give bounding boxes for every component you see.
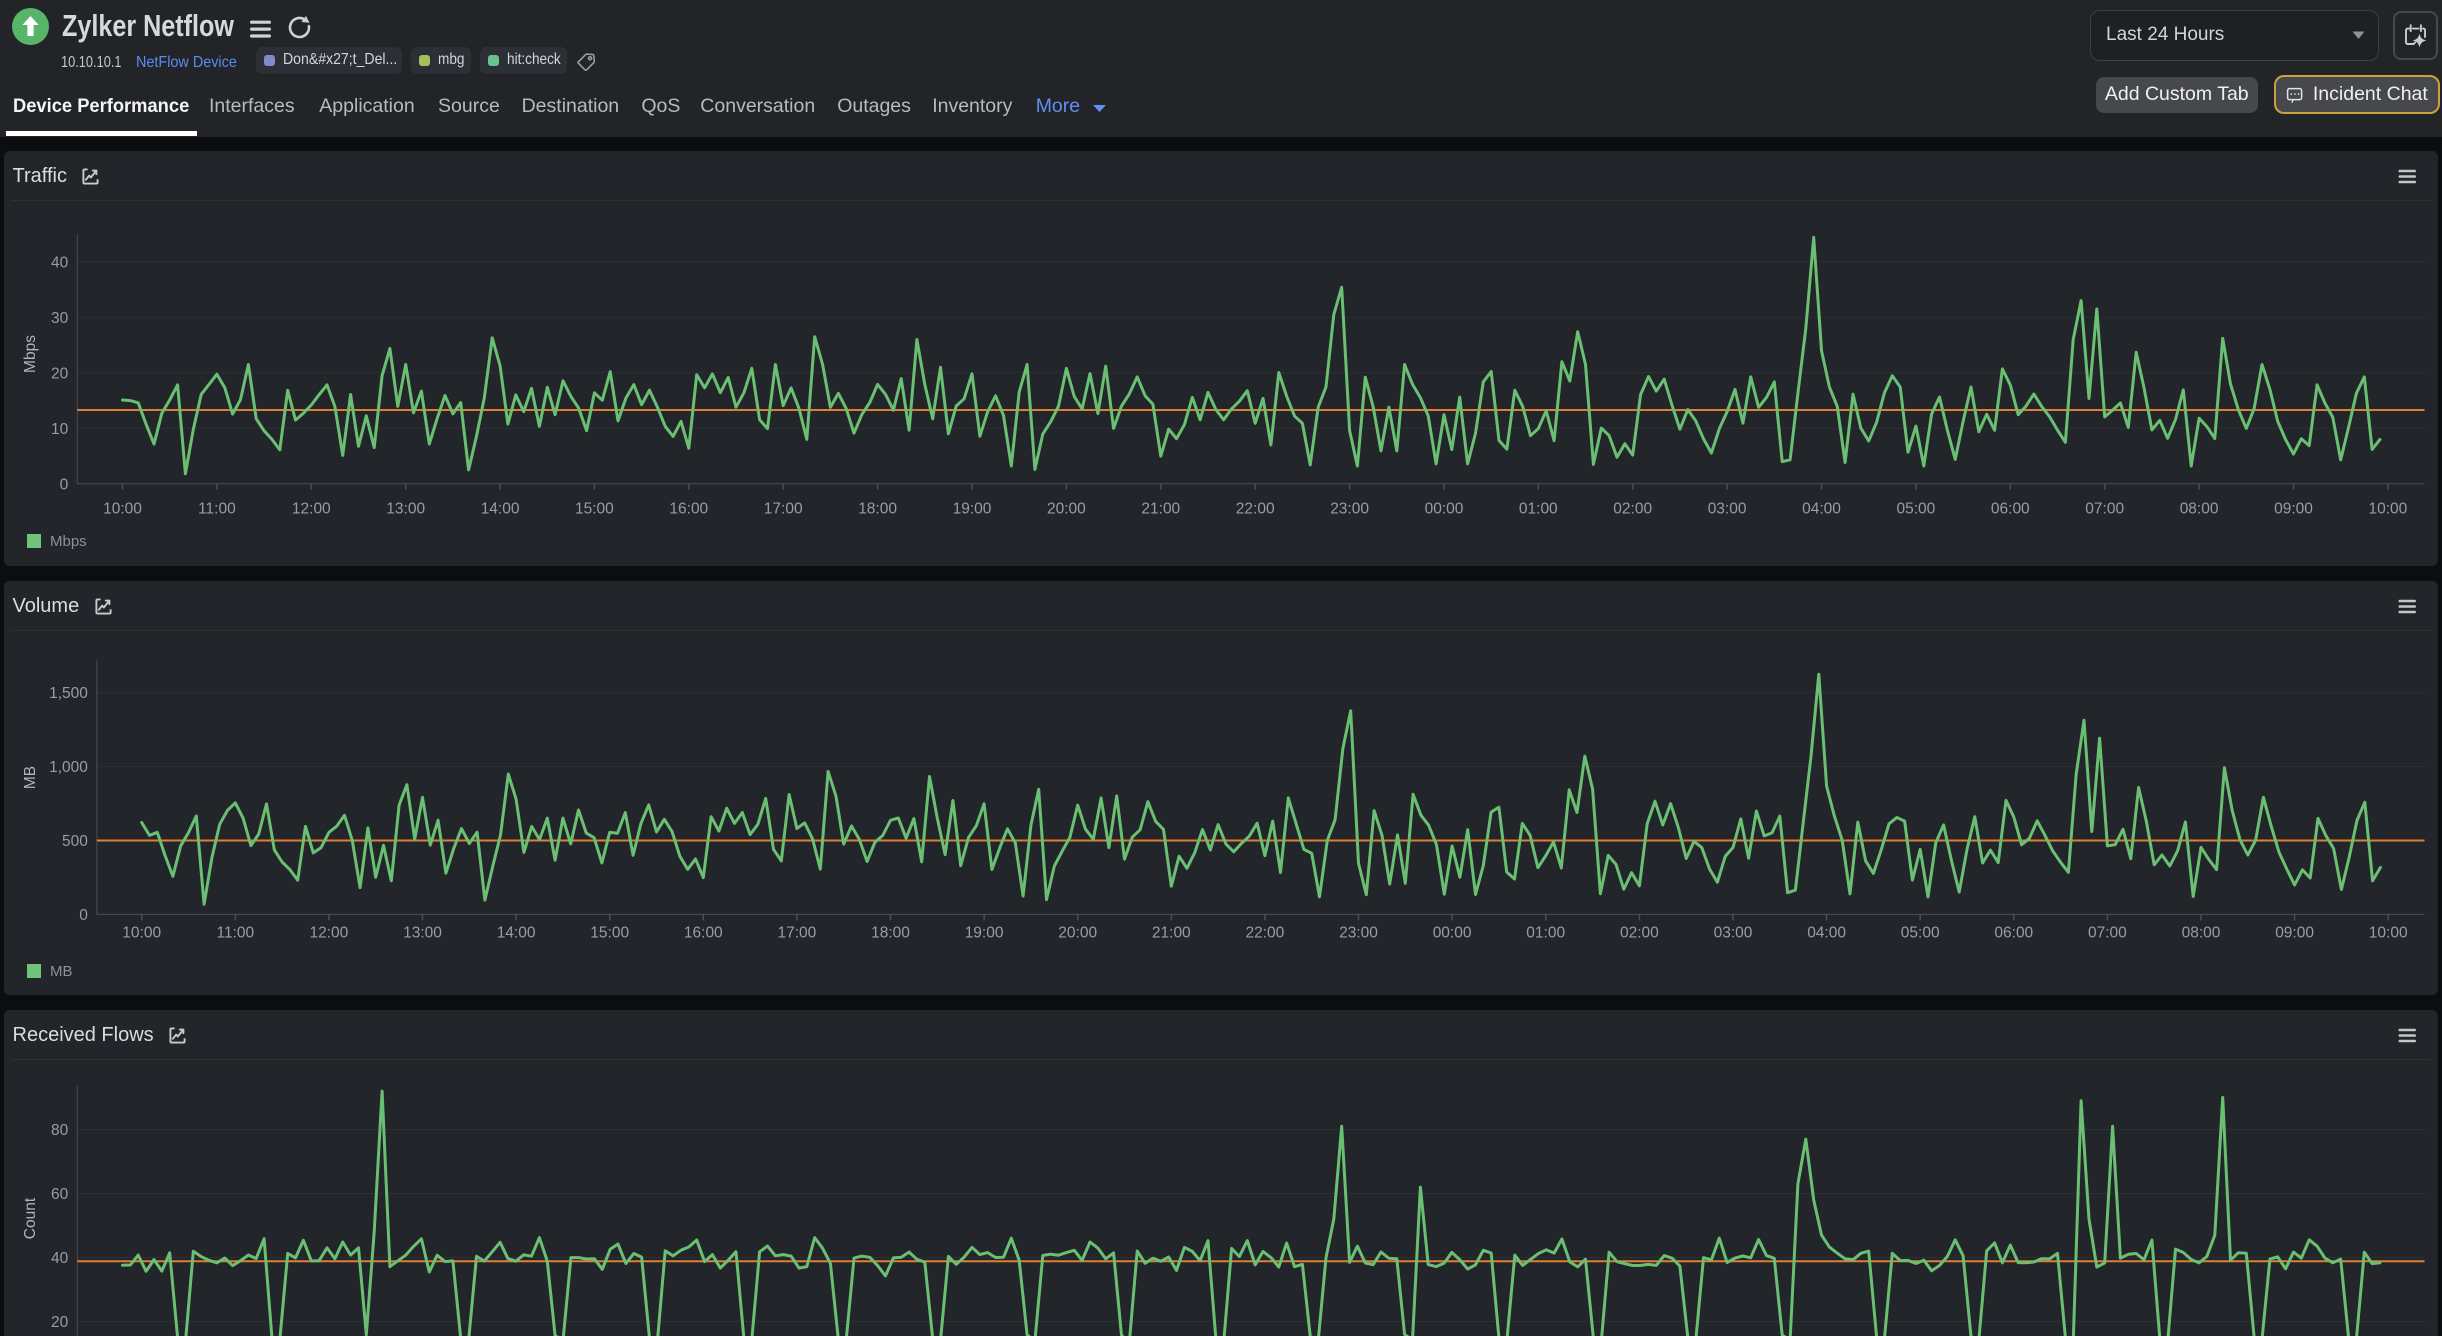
svg-text:0: 0 <box>79 906 88 923</box>
svg-text:500: 500 <box>62 833 88 850</box>
svg-text:13:00: 13:00 <box>403 924 442 941</box>
svg-text:10:00: 10:00 <box>2369 924 2408 941</box>
svg-text:22:00: 22:00 <box>1246 924 1285 941</box>
svg-text:14:00: 14:00 <box>497 924 536 941</box>
svg-text:16:00: 16:00 <box>669 500 708 517</box>
svg-text:01:00: 01:00 <box>1519 500 1558 517</box>
svg-text:1,500: 1,500 <box>49 685 88 702</box>
svg-text:15:00: 15:00 <box>590 924 629 941</box>
svg-text:20:00: 20:00 <box>1047 500 1086 517</box>
svg-text:0: 0 <box>60 476 69 493</box>
svg-text:60: 60 <box>51 1186 69 1203</box>
svg-text:80: 80 <box>51 1122 69 1139</box>
svg-text:09:00: 09:00 <box>2275 924 2314 941</box>
svg-text:06:00: 06:00 <box>1994 924 2033 941</box>
svg-text:20: 20 <box>51 1314 69 1331</box>
svg-text:22:00: 22:00 <box>1236 500 1275 517</box>
svg-text:02:00: 02:00 <box>1620 924 1659 941</box>
svg-text:13:00: 13:00 <box>386 500 425 517</box>
svg-text:20: 20 <box>51 365 69 382</box>
svg-text:12:00: 12:00 <box>310 924 349 941</box>
svg-text:17:00: 17:00 <box>764 500 803 517</box>
svg-text:05:00: 05:00 <box>1897 500 1936 517</box>
svg-text:10: 10 <box>51 420 69 437</box>
svg-text:07:00: 07:00 <box>2085 500 2124 517</box>
svg-text:08:00: 08:00 <box>2180 500 2219 517</box>
svg-text:03:00: 03:00 <box>1714 924 1753 941</box>
svg-text:05:00: 05:00 <box>1901 924 1940 941</box>
svg-text:03:00: 03:00 <box>1708 500 1747 517</box>
svg-text:11:00: 11:00 <box>198 500 236 517</box>
svg-text:23:00: 23:00 <box>1330 500 1369 517</box>
svg-text:06:00: 06:00 <box>1991 500 2030 517</box>
svg-text:17:00: 17:00 <box>778 924 817 941</box>
svg-text:20:00: 20:00 <box>1058 924 1097 941</box>
svg-text:21:00: 21:00 <box>1141 500 1180 517</box>
svg-text:16:00: 16:00 <box>684 924 723 941</box>
svg-text:1,000: 1,000 <box>49 759 88 776</box>
svg-text:07:00: 07:00 <box>2088 924 2127 941</box>
svg-text:Mbps: Mbps <box>22 334 39 372</box>
svg-text:04:00: 04:00 <box>1807 924 1846 941</box>
svg-text:01:00: 01:00 <box>1526 924 1565 941</box>
svg-text:08:00: 08:00 <box>2182 924 2221 941</box>
svg-text:23:00: 23:00 <box>1339 924 1378 941</box>
svg-text:40: 40 <box>51 254 69 271</box>
svg-text:10:00: 10:00 <box>103 500 142 517</box>
svg-text:18:00: 18:00 <box>858 500 897 517</box>
svg-text:09:00: 09:00 <box>2274 500 2313 517</box>
svg-text:MB: MB <box>22 765 39 788</box>
svg-text:00:00: 00:00 <box>1425 500 1464 517</box>
svg-text:10:00: 10:00 <box>122 924 161 941</box>
svg-text:15:00: 15:00 <box>575 500 614 517</box>
svg-text:19:00: 19:00 <box>965 924 1004 941</box>
svg-text:30: 30 <box>51 309 69 326</box>
svg-text:11:00: 11:00 <box>216 924 254 941</box>
svg-text:Count: Count <box>22 1197 39 1239</box>
svg-text:00:00: 00:00 <box>1433 924 1472 941</box>
svg-text:40: 40 <box>51 1250 69 1267</box>
svg-text:10:00: 10:00 <box>2369 500 2408 517</box>
svg-text:18:00: 18:00 <box>871 924 910 941</box>
svg-text:02:00: 02:00 <box>1613 500 1652 517</box>
svg-text:14:00: 14:00 <box>481 500 520 517</box>
svg-text:19:00: 19:00 <box>953 500 992 517</box>
svg-text:21:00: 21:00 <box>1152 924 1191 941</box>
svg-text:04:00: 04:00 <box>1802 500 1841 517</box>
svg-text:12:00: 12:00 <box>292 500 331 517</box>
